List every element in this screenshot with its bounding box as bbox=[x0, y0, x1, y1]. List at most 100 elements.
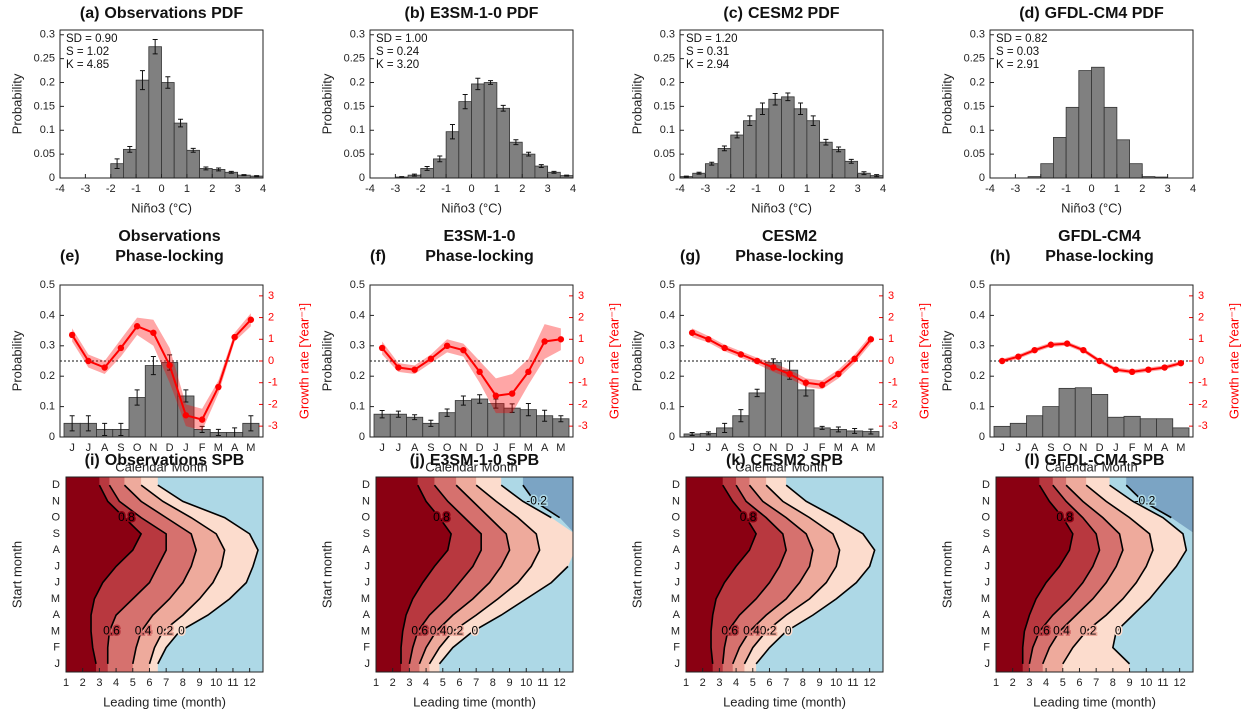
error-bar bbox=[85, 415, 91, 432]
y-tick-label: F bbox=[983, 642, 990, 654]
contour-line bbox=[1109, 484, 1188, 665]
y2-tick-label: -3 bbox=[1198, 420, 1208, 432]
contour-area: 0 0.20.4 0.6 0.8 bbox=[686, 477, 883, 672]
x-tick-label: A bbox=[541, 442, 549, 454]
y2-axis-label: Growth rate [Year⁻¹] bbox=[1226, 303, 1241, 419]
y2-tick-label: 1 bbox=[268, 333, 274, 345]
growth-point bbox=[247, 316, 255, 323]
x-tick-label: 4 bbox=[113, 677, 119, 689]
error-bar bbox=[810, 115, 816, 126]
annotation: SD = 1.20 bbox=[686, 33, 737, 45]
panel: (d) GFDL-CM4 PDF Niño3 (°C) Probability SD =… bbox=[939, 5, 1196, 215]
y-tick-label: 0.2 bbox=[970, 370, 985, 382]
growth-point bbox=[851, 355, 858, 363]
bar bbox=[1053, 137, 1067, 179]
bar bbox=[458, 101, 472, 179]
x-axis-label: Niño3 (°C) bbox=[1061, 200, 1122, 215]
x-tick-label: 9 bbox=[1126, 677, 1132, 689]
contour-label: 0.4 bbox=[135, 624, 152, 638]
error-bar bbox=[823, 138, 829, 146]
x-tick-label: A bbox=[231, 442, 239, 454]
growth-point bbox=[1112, 366, 1120, 373]
bar bbox=[1103, 106, 1118, 179]
error-bar bbox=[190, 147, 196, 153]
bar bbox=[1107, 416, 1125, 438]
plot-frame bbox=[679, 284, 884, 438]
y-tick-label: 0.4 bbox=[350, 309, 365, 321]
y-tick-label: 0.15 bbox=[344, 100, 365, 112]
contour-line bbox=[428, 484, 541, 665]
error-bar bbox=[705, 431, 711, 436]
y-tick-label: J bbox=[365, 577, 371, 589]
contour-label: 0.2 bbox=[156, 624, 173, 638]
x-axis-label: Calendar Month bbox=[735, 459, 828, 474]
y-axis-label: Probability bbox=[939, 73, 954, 134]
x-tick-label: M bbox=[1176, 442, 1185, 454]
error-bar bbox=[475, 77, 481, 91]
error-bar bbox=[411, 173, 417, 177]
error-bar bbox=[395, 410, 401, 418]
x-tick-label: 6 bbox=[146, 677, 152, 689]
y-tick-label: S bbox=[53, 528, 60, 540]
x-tick-label: 12 bbox=[1174, 677, 1186, 689]
annotation: SD = 1.00 bbox=[376, 33, 427, 45]
error-bar bbox=[444, 408, 450, 417]
y-tick-label: J bbox=[675, 658, 681, 670]
growth-point bbox=[411, 366, 418, 373]
error-bar bbox=[689, 431, 695, 436]
y-tick-label: 0.3 bbox=[40, 29, 55, 41]
contour-line bbox=[400, 484, 452, 664]
panel-title-text: Observations SPB bbox=[105, 452, 245, 469]
bar bbox=[797, 389, 815, 438]
error-bar bbox=[835, 426, 841, 433]
error-bar bbox=[152, 39, 158, 55]
x-tick-label: 8 bbox=[490, 677, 496, 689]
annotation: K = 3.20 bbox=[376, 59, 419, 71]
growth-point bbox=[117, 344, 125, 352]
y-tick-label: J bbox=[365, 658, 371, 670]
bar bbox=[806, 120, 820, 179]
y-axis-label: Probability bbox=[9, 73, 24, 134]
panel-title: (d) GFDL-CM4 PDF bbox=[1019, 5, 1164, 22]
bar bbox=[1009, 422, 1027, 438]
y-tick-label: 0 bbox=[979, 172, 985, 184]
bar bbox=[1172, 427, 1190, 438]
contour-label: 0 bbox=[785, 624, 792, 638]
bar bbox=[844, 160, 859, 179]
y-tick-label: 0.3 bbox=[660, 340, 675, 352]
panel-label: (h) bbox=[990, 248, 1010, 265]
panel-label: (a) bbox=[80, 5, 100, 22]
contour-label: 0.4 bbox=[430, 624, 447, 638]
error-bar bbox=[412, 414, 418, 421]
x-tick-label: -2 bbox=[726, 183, 736, 195]
x-tick-label: J bbox=[379, 442, 385, 454]
contour-line bbox=[1125, 484, 1172, 519]
x-tick-label: -3 bbox=[80, 183, 90, 195]
x-axis-label: Niño3 (°C) bbox=[751, 200, 812, 215]
plot-frame bbox=[59, 284, 264, 438]
x-tick-label: S bbox=[1047, 442, 1054, 454]
y-tick-label: N bbox=[52, 495, 60, 507]
y-tick-label: 0.1 bbox=[40, 124, 55, 136]
y-tick-label: D bbox=[982, 479, 990, 491]
panel: (f) E3SM-1-0 Phase-locking Calendar Month Pr… bbox=[319, 228, 621, 474]
x-axis-label: Niño3 (°C) bbox=[131, 200, 192, 215]
error-bar bbox=[437, 155, 443, 163]
y2-tick-label: -3 bbox=[888, 420, 898, 432]
x-tick-label: 5 bbox=[1060, 677, 1066, 689]
error-bar bbox=[500, 104, 506, 112]
error-bar bbox=[721, 145, 727, 152]
y2-tick-label: -2 bbox=[1198, 398, 1208, 410]
x-tick-label: 1 bbox=[993, 677, 999, 689]
y-tick-label: M bbox=[361, 593, 370, 605]
y2-tick-label: 1 bbox=[1198, 333, 1204, 345]
bar bbox=[1065, 106, 1080, 179]
x-tick-label: 11 bbox=[847, 677, 858, 689]
growth-point bbox=[525, 368, 532, 376]
plot-frame bbox=[375, 476, 574, 673]
contour-area: -0.2 0 0.20.40.6 0.8 bbox=[376, 477, 573, 672]
growth-point bbox=[705, 336, 712, 343]
panel-title: Phase-locking bbox=[735, 248, 843, 265]
annotation: K = 2.91 bbox=[996, 59, 1039, 71]
error-bar bbox=[874, 174, 880, 178]
